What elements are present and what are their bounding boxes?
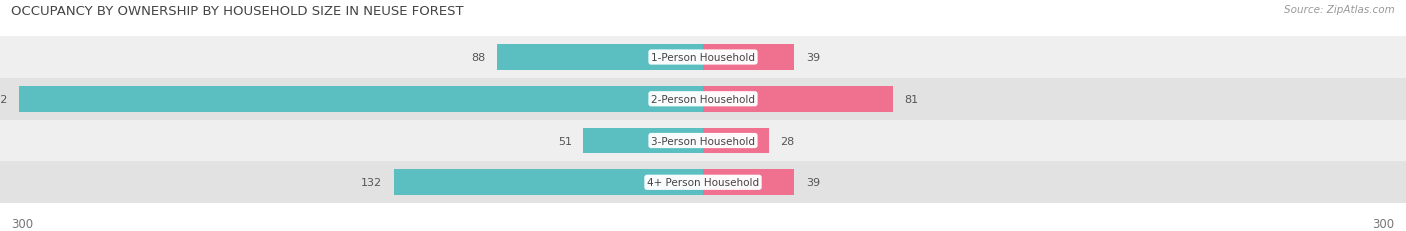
- Bar: [703, 86, 893, 112]
- Bar: [703, 45, 794, 71]
- Text: Source: ZipAtlas.com: Source: ZipAtlas.com: [1284, 5, 1395, 15]
- Text: 88: 88: [471, 53, 485, 63]
- Bar: [703, 128, 769, 154]
- Text: 39: 39: [806, 53, 820, 63]
- Bar: [0, 162, 1406, 203]
- Text: 28: 28: [780, 136, 794, 146]
- Bar: [496, 45, 703, 71]
- Bar: [703, 170, 794, 195]
- Text: 81: 81: [904, 94, 918, 104]
- Bar: [583, 128, 703, 154]
- Bar: [0, 79, 1406, 120]
- Bar: [0, 37, 1406, 79]
- Bar: [394, 170, 703, 195]
- Text: 300: 300: [1372, 217, 1395, 230]
- Text: 4+ Person Household: 4+ Person Household: [647, 177, 759, 188]
- Text: 132: 132: [361, 177, 382, 188]
- Bar: [0, 120, 1406, 162]
- Text: 292: 292: [0, 94, 7, 104]
- Bar: [18, 86, 703, 112]
- Text: OCCUPANCY BY OWNERSHIP BY HOUSEHOLD SIZE IN NEUSE FOREST: OCCUPANCY BY OWNERSHIP BY HOUSEHOLD SIZE…: [11, 5, 464, 18]
- Text: 300: 300: [11, 217, 34, 230]
- Text: 3-Person Household: 3-Person Household: [651, 136, 755, 146]
- Text: 51: 51: [558, 136, 572, 146]
- Text: 39: 39: [806, 177, 820, 188]
- Text: 2-Person Household: 2-Person Household: [651, 94, 755, 104]
- Text: 1-Person Household: 1-Person Household: [651, 53, 755, 63]
